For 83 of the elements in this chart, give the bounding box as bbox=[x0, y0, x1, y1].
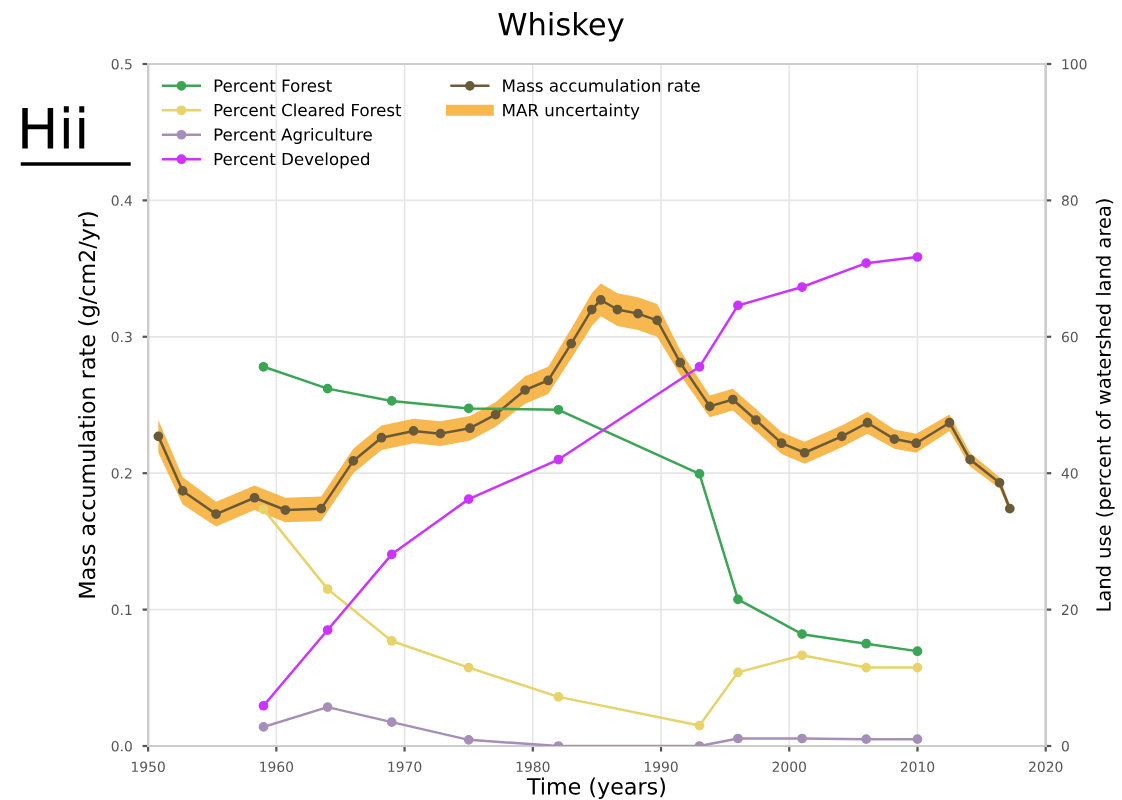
point bbox=[386, 396, 397, 406]
point bbox=[177, 486, 188, 496]
chart-title: Whiskey bbox=[498, 12, 624, 42]
point bbox=[733, 667, 743, 678]
point bbox=[675, 357, 686, 368]
point bbox=[727, 394, 738, 405]
point bbox=[553, 692, 564, 702]
point bbox=[463, 494, 474, 504]
point bbox=[797, 629, 807, 640]
point bbox=[463, 403, 474, 414]
point bbox=[694, 469, 705, 479]
point bbox=[553, 454, 564, 465]
legend-label: Mass accumulation rate bbox=[503, 79, 700, 92]
point bbox=[348, 456, 359, 466]
point bbox=[799, 447, 810, 458]
point bbox=[258, 504, 269, 515]
point bbox=[912, 662, 923, 673]
point bbox=[912, 646, 923, 657]
point bbox=[733, 594, 743, 605]
point bbox=[543, 375, 554, 386]
point bbox=[861, 638, 872, 649]
legend-label: Percent Agriculture bbox=[214, 127, 372, 145]
point bbox=[1004, 503, 1015, 514]
point bbox=[836, 431, 847, 442]
point bbox=[153, 431, 164, 442]
point bbox=[322, 383, 333, 394]
point bbox=[520, 385, 530, 395]
point bbox=[797, 650, 807, 661]
point bbox=[566, 338, 577, 349]
legend-label: Percent Developed bbox=[214, 152, 370, 169]
point bbox=[861, 258, 872, 269]
x-axis-title: Time (years) bbox=[526, 777, 665, 799]
annotation: MAR uncertainty bbox=[503, 103, 640, 120]
point bbox=[386, 636, 397, 646]
point bbox=[408, 426, 419, 436]
point bbox=[463, 735, 474, 745]
point bbox=[861, 734, 872, 745]
point bbox=[322, 625, 333, 635]
point bbox=[912, 252, 923, 262]
point bbox=[797, 282, 807, 292]
point bbox=[994, 477, 1005, 488]
point bbox=[386, 549, 397, 560]
point bbox=[322, 702, 333, 712]
point bbox=[553, 404, 564, 415]
point bbox=[465, 423, 475, 434]
point bbox=[861, 662, 872, 673]
point bbox=[258, 722, 269, 732]
point bbox=[652, 315, 663, 326]
point bbox=[944, 417, 955, 428]
point bbox=[694, 720, 705, 731]
point bbox=[280, 505, 291, 515]
legend-label: Percent Forest bbox=[214, 79, 332, 92]
point bbox=[463, 662, 474, 673]
point bbox=[612, 304, 623, 315]
point bbox=[258, 361, 269, 372]
point bbox=[633, 308, 643, 319]
point bbox=[249, 492, 260, 503]
point bbox=[965, 454, 975, 465]
point bbox=[694, 361, 705, 372]
y2-axis-title: Land use (percent of watershed land area) bbox=[1095, 199, 1115, 611]
point bbox=[316, 503, 327, 514]
point bbox=[889, 434, 900, 444]
point bbox=[322, 584, 333, 594]
point bbox=[211, 509, 221, 519]
text: Hii bbox=[22, 106, 85, 149]
point bbox=[911, 438, 922, 449]
point bbox=[258, 700, 269, 711]
point bbox=[733, 733, 743, 744]
point bbox=[490, 409, 501, 420]
point bbox=[376, 432, 387, 443]
point bbox=[776, 438, 787, 449]
point bbox=[586, 304, 597, 315]
point bbox=[751, 415, 761, 425]
point bbox=[435, 428, 446, 439]
point bbox=[862, 417, 873, 428]
point bbox=[733, 300, 743, 311]
y-axis-title: Mass accumulation rate (g/cm2/yr) bbox=[78, 212, 100, 598]
point bbox=[912, 734, 923, 745]
point bbox=[704, 401, 715, 412]
legend-label: Percent Cleared Forest bbox=[214, 103, 402, 117]
point bbox=[595, 295, 606, 305]
point bbox=[797, 733, 807, 744]
point bbox=[386, 717, 397, 727]
